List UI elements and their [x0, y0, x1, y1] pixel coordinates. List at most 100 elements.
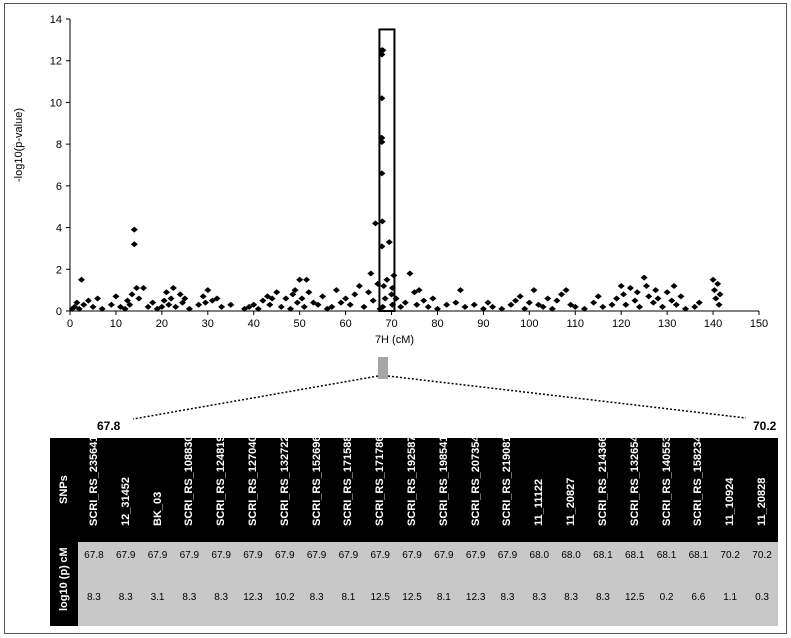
- p-value: 8.3: [300, 568, 333, 626]
- x-tick-label: 80: [431, 318, 443, 330]
- data-point: [406, 270, 414, 277]
- data-point: [165, 301, 173, 308]
- data-point: [195, 301, 203, 308]
- cm-value: 67.8: [78, 542, 110, 568]
- data-point: [530, 287, 538, 294]
- data-point: [367, 270, 375, 277]
- data-point: [98, 305, 106, 312]
- p-value: 1.1: [714, 568, 747, 626]
- snp-name-cell: SCRI_RS_152696: [300, 435, 333, 542]
- data-point: [264, 293, 272, 300]
- data-point: [608, 301, 616, 308]
- cm-value: 67.9: [141, 542, 174, 568]
- range-end-label: 70.2: [753, 419, 777, 433]
- data-point: [149, 299, 157, 306]
- data-point: [379, 303, 387, 310]
- data-point: [479, 305, 487, 312]
- snp-name-cell: SCRI_RS_219081: [491, 435, 524, 542]
- data-point: [411, 289, 418, 296]
- snp-name-cell: SCRI_RS_108830: [173, 435, 206, 542]
- p-value: 8.3: [173, 568, 206, 626]
- row-header-snps: SNPs: [50, 438, 78, 542]
- data-point: [351, 291, 359, 298]
- data-point: [84, 297, 92, 304]
- snp-name: BK_03: [151, 491, 164, 526]
- data-point: [443, 301, 451, 308]
- snp-name-cell: SCRI_RS_214366: [587, 435, 619, 542]
- data-point: [202, 299, 210, 306]
- data-point: [649, 299, 657, 306]
- data-point: [413, 301, 421, 308]
- data-point: [512, 297, 520, 304]
- data-point: [241, 305, 249, 312]
- snp-name: SCRI_RS_235641: [87, 435, 100, 526]
- x-tick-label: 60: [339, 318, 351, 330]
- data-point: [245, 303, 253, 310]
- cm-value: 67.9: [427, 542, 460, 568]
- snp-name: SCRI_RS_132722: [278, 435, 291, 526]
- y-tick-label: 6: [56, 181, 62, 193]
- cm-value: 67.9: [268, 542, 301, 568]
- x-tick-label: 70: [385, 318, 397, 330]
- data-point: [715, 301, 723, 308]
- data-point: [617, 282, 625, 289]
- x-tick-label: 100: [520, 318, 538, 330]
- data-point: [94, 295, 102, 302]
- data-point: [218, 303, 226, 310]
- snp-name-cell: SCRI_RS_171786: [364, 435, 397, 542]
- data-point: [420, 297, 428, 304]
- cm-value: 67.9: [109, 542, 142, 568]
- p-value: 10.2: [268, 568, 301, 626]
- data-point: [309, 299, 317, 306]
- snp-name-cell: 12_31452: [109, 438, 142, 542]
- p-value: 3.1: [141, 568, 174, 626]
- snp-name-cell: SCRI_RS_132722: [268, 435, 301, 542]
- y-tick-label: 4: [56, 223, 62, 235]
- data-point: [672, 301, 680, 308]
- p-value: 12.5: [618, 568, 651, 626]
- p-row: log10 (p) 8.3 8.3 3.1 8.3 8.3 12.3 10.2 8.3 8.1 1…: [50, 565, 778, 626]
- p-value: 8.3: [109, 568, 142, 626]
- data-point: [319, 293, 327, 300]
- data-point: [342, 295, 350, 302]
- figure-frame: [4, 3, 787, 634]
- data-point: [112, 293, 120, 300]
- data-point: [117, 303, 125, 310]
- cm-value: 67.9: [205, 542, 238, 568]
- data-point: [580, 305, 588, 312]
- p-value: 12.5: [364, 568, 397, 626]
- p-value: 12.5: [396, 568, 428, 626]
- data-point: [337, 299, 345, 306]
- data-point: [89, 303, 97, 310]
- data-point: [123, 297, 131, 304]
- snp-row: SNPs SCRI_RS_235641 12_31452 BK_03 SCRI_RS_…: [50, 435, 778, 542]
- x-tick-label: 120: [612, 318, 630, 330]
- row-header-p: log10 (p): [50, 565, 78, 626]
- data-point: [107, 301, 115, 308]
- y-tick-label: 8: [56, 139, 62, 151]
- data-point: [381, 295, 389, 302]
- snp-name: SCRI_RS_140553: [660, 435, 673, 526]
- data-point: [130, 241, 138, 248]
- manhattan-plot: 0 10 20 30 40 50 60 70 80 90 100 110 120 130 140 150 0 2 4…: [13, 14, 768, 346]
- data-point: [369, 297, 377, 304]
- p-value: 8.1: [332, 568, 365, 626]
- data-point: [663, 289, 671, 296]
- p-value: 6.6: [682, 568, 715, 626]
- data-point: [73, 299, 81, 306]
- cm-value: 68.1: [650, 542, 683, 568]
- data-point: [172, 303, 180, 310]
- data-point: [645, 293, 653, 300]
- row-header-cm: cM: [50, 542, 78, 568]
- y-tick-label: 12: [50, 56, 62, 68]
- data-point: [365, 289, 373, 296]
- snp-name: SCRI_RS_192587: [406, 435, 419, 526]
- data-point: [323, 305, 331, 312]
- snp-name: 11_11122: [533, 478, 546, 526]
- snp-name-cell: 11_11122: [523, 438, 556, 542]
- data-point: [360, 303, 368, 310]
- snp-name: 12_31452: [119, 477, 132, 526]
- data-point: [160, 297, 168, 304]
- data-point: [144, 303, 152, 310]
- data-point: [631, 297, 639, 304]
